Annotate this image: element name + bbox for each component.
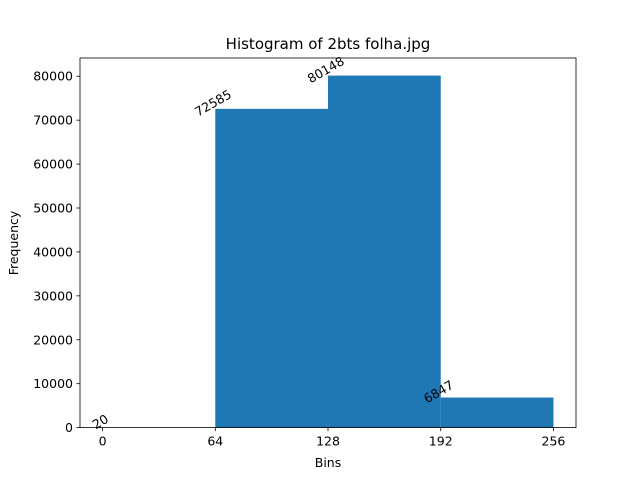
y-tick-label-0: 0 <box>65 420 73 435</box>
x-tick-label-3: 192 <box>429 434 453 449</box>
y-tick-label-4: 40000 <box>33 244 73 259</box>
y-axis-ticks: 0 10000 20000 30000 40000 50000 60000 70000 8000… <box>33 69 80 435</box>
y-tick-label-3: 30000 <box>33 288 73 303</box>
y-tick-label-2: 20000 <box>33 332 73 347</box>
y-tick-label-5: 50000 <box>33 201 73 216</box>
x-tick-label-4: 256 <box>542 434 566 449</box>
y-tick-label-1: 10000 <box>33 376 73 391</box>
chart-title: Histogram of 2bts folha.jpg <box>226 35 431 53</box>
histogram-bar-1 <box>215 108 328 428</box>
x-tick-label-2: 128 <box>316 434 340 449</box>
x-tick-label-0: 0 <box>99 434 107 449</box>
bars-group <box>102 75 554 428</box>
x-axis-label: Bins <box>315 455 341 470</box>
y-axis-label: Frequency <box>6 210 21 275</box>
histogram-bar-3 <box>440 397 554 428</box>
histogram-bar-2 <box>328 75 441 428</box>
x-tick-label-1: 64 <box>207 434 223 449</box>
bar-value-label-0: 20 <box>90 411 111 432</box>
plot-frame <box>79 57 577 429</box>
x-axis-ticks: 0 64 128 192 256 <box>99 427 566 449</box>
y-tick-label-6: 60000 <box>33 157 73 172</box>
y-tick-label-7: 70000 <box>33 113 73 128</box>
y-tick-label-8: 80000 <box>33 69 73 84</box>
